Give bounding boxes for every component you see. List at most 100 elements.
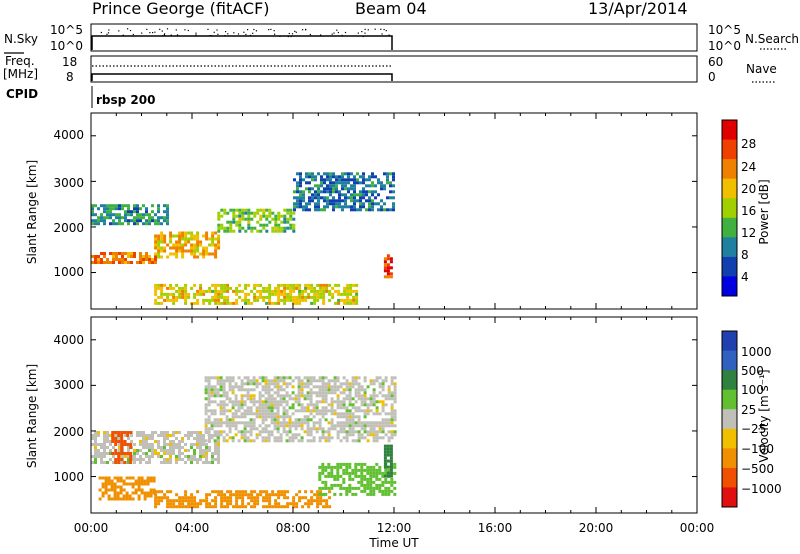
power-cell	[166, 216, 169, 220]
velocity-cell	[106, 431, 109, 434]
velocity-cell	[288, 424, 292, 428]
velocity-cell	[199, 452, 202, 455]
velocity-cell	[117, 440, 121, 443]
nsearch-point	[146, 28, 148, 30]
velocity-cell	[309, 439, 313, 443]
velocity-cell	[120, 449, 124, 452]
velocity-cell	[330, 412, 334, 416]
power-cell	[305, 175, 308, 179]
velocity-cell	[336, 471, 340, 475]
power-cell	[166, 243, 170, 247]
velocity-cell	[315, 400, 319, 404]
velocity-cell	[225, 391, 229, 395]
velocity-cell	[306, 391, 310, 395]
power-cell	[211, 240, 215, 244]
power-cell	[184, 295, 188, 299]
velocity-cell	[264, 397, 268, 401]
power-cell	[301, 292, 305, 296]
power-cell	[332, 175, 335, 179]
velocity-cell	[288, 382, 292, 386]
velocity-cell	[330, 379, 334, 383]
velocity-cell	[276, 421, 280, 425]
power-cell	[368, 196, 371, 200]
velocity-cell	[274, 499, 278, 503]
velocity-cell	[103, 443, 106, 446]
power-cell	[308, 181, 311, 185]
velocity-cell	[283, 496, 287, 500]
velocity-cell	[231, 385, 235, 389]
velocity-cell	[117, 461, 121, 464]
velocity-cell	[276, 415, 280, 419]
velocity-cell	[125, 482, 129, 486]
velocity-cell	[342, 376, 346, 380]
nsearch-point	[195, 32, 197, 34]
velocity-cell	[139, 440, 142, 443]
power-cell	[133, 207, 136, 211]
power-cell	[320, 184, 323, 188]
power-cell	[316, 298, 320, 302]
velocity-cell	[383, 447, 387, 451]
power-cell	[223, 211, 227, 215]
power-cell	[139, 207, 142, 211]
velocity-cell	[243, 427, 247, 431]
velocity-cell	[111, 434, 115, 437]
power-cell	[386, 263, 390, 267]
velocity-cell	[297, 376, 301, 380]
velocity-cell	[246, 376, 250, 380]
velocity-cell	[306, 421, 310, 425]
power-cell	[392, 175, 395, 179]
velocity-cell	[190, 461, 193, 464]
velocity-cell	[384, 471, 388, 475]
velocity-cell	[205, 458, 208, 461]
power-cell	[250, 289, 254, 293]
power-cell	[151, 261, 154, 264]
velocity-cell	[157, 490, 161, 494]
power-cell	[308, 202, 311, 206]
velocity-cell	[163, 493, 167, 497]
velocity-cell	[262, 490, 266, 494]
velocity-cell	[389, 456, 393, 460]
velocity-cell	[348, 400, 352, 404]
velocity-cell	[345, 397, 349, 401]
velocity-cell	[207, 430, 211, 434]
velocity-cell	[139, 449, 142, 452]
power-cell	[157, 295, 161, 299]
velocity-cell	[345, 465, 349, 469]
power-cell	[220, 226, 224, 230]
power-cell	[217, 223, 221, 227]
velocity-cell	[100, 461, 103, 464]
velocity-cell	[140, 479, 144, 483]
velocity-cell	[279, 394, 283, 398]
velocity-cell	[306, 424, 310, 428]
velocity-cell	[312, 406, 316, 410]
nsearch-point	[243, 31, 245, 33]
velocity-cell	[267, 415, 271, 419]
nsearch-point	[279, 35, 281, 37]
power-cell	[308, 187, 311, 191]
velocity-cell	[342, 388, 346, 392]
velocity-cell	[231, 436, 235, 440]
power-cell	[298, 286, 302, 290]
power-cell	[172, 252, 176, 256]
nsearch-point	[287, 36, 289, 38]
velocity-cell	[351, 403, 355, 407]
velocity-cell	[369, 427, 373, 431]
velocity-cell	[114, 437, 118, 440]
velocity-cell	[235, 499, 239, 503]
velocity-cell	[190, 458, 193, 461]
velocity-cell	[363, 412, 367, 416]
power-cell	[196, 292, 200, 296]
velocity-cell	[267, 394, 271, 398]
power-cell	[214, 249, 218, 253]
velocity-cell	[354, 388, 358, 392]
power-cell	[106, 216, 109, 220]
velocity-cell	[304, 490, 308, 494]
velocity-cell	[357, 462, 361, 466]
velocity-cell	[297, 400, 301, 404]
power-cell	[308, 199, 311, 203]
velocity-cell	[225, 424, 229, 428]
velocity-cell	[303, 385, 307, 389]
velocity-cell	[228, 430, 232, 434]
velocity-cell	[154, 505, 158, 509]
